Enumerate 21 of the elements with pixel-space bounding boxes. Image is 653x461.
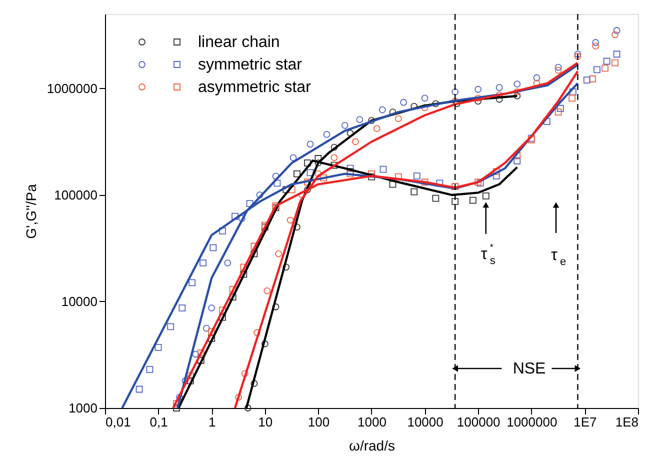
y-tick-label: 100000 [54,187,98,202]
x-tick-label: 10 [258,414,273,430]
legend-label: symmetric star [198,56,303,74]
x-tick-label: 1000 [358,414,386,430]
x-tick-label: 1000000 [506,414,558,430]
x-tick-label: 10000 [407,414,444,430]
x-tick-label: 0,1 [150,414,168,430]
x-tick-label: 0,01 [106,414,131,430]
x-axis-title: ω/rad/s [349,438,395,454]
y-tick-label: 1000 [68,400,98,416]
x-tick-label: 1E7 [574,414,597,430]
x-tick-label: 100 [308,414,330,430]
y-tick-label: 1000000 [46,80,98,96]
legend-label: asymmetric star [198,79,312,96]
x-tick-label: 1E8 [615,414,638,430]
x-tick-label: 1 [208,414,216,430]
annotation: NSE [512,360,546,378]
y-axis-title: G',G''/Pa [22,184,39,239]
legend-label: linear chain [198,34,280,51]
y-tick-label: 10000 [61,294,98,309]
x-tick-label: 100000 [456,414,500,430]
